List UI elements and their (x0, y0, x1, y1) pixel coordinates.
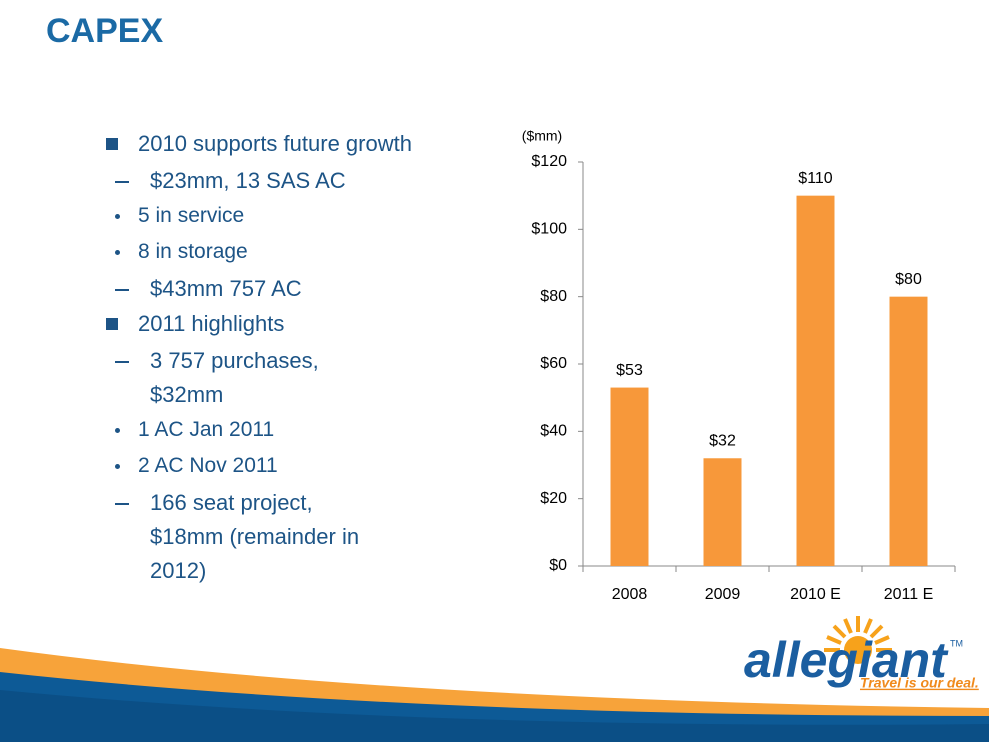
bullet-l1: 2010 supports future growth (100, 126, 480, 162)
y-tick-label: $60 (540, 355, 567, 372)
bullet-list: 2010 supports future growth $23mm, 13 SAS… (100, 126, 480, 588)
x-tick-label: 2011 E (884, 586, 934, 603)
bullet-l2: $43mm 757 AC (100, 272, 390, 306)
bullet-l2: 166 seat project, $18mm (remainder in 20… (100, 486, 390, 588)
y-tick-label: $100 (531, 221, 567, 238)
y-tick-label: $40 (540, 423, 567, 440)
value-label: $80 (895, 271, 922, 288)
y-axis-label: ($mm) (522, 128, 562, 144)
logo-tagline: Travel is our deal. (860, 675, 979, 691)
bullet-l1: 2011 highlights (100, 306, 480, 342)
value-label: $32 (709, 432, 736, 449)
bullet-l3: 2 AC Nov 2011 (100, 448, 480, 484)
bullet-l2: 3 757 purchases, $32mm (100, 344, 390, 412)
bar (796, 195, 835, 566)
logo-text: allegiant (744, 632, 949, 688)
bar (610, 387, 649, 566)
slide-title: CAPEX (46, 12, 164, 50)
y-tick-label: $120 (531, 153, 567, 170)
blue-swoosh-dark (0, 690, 989, 742)
bullet-l3: 1 AC Jan 2011 (100, 412, 480, 448)
x-tick-label: 2010 E (790, 586, 841, 603)
bar (889, 296, 928, 566)
y-tick-label: $80 (540, 288, 567, 305)
value-label: $53 (616, 362, 643, 379)
logo-tm: TM (950, 638, 963, 648)
x-tick-label: 2008 (612, 586, 648, 603)
y-tick-label: $20 (540, 490, 567, 507)
bullet-l2: $23mm, 13 SAS AC (100, 164, 390, 198)
bullet-l3: 8 in storage (100, 234, 480, 270)
value-label: $110 (798, 170, 833, 187)
sun-logo (824, 616, 892, 664)
bar (703, 458, 742, 566)
y-tick-label: $0 (549, 557, 567, 574)
bullet-l3: 5 in service (100, 198, 480, 234)
x-tick-label: 2009 (705, 586, 741, 603)
